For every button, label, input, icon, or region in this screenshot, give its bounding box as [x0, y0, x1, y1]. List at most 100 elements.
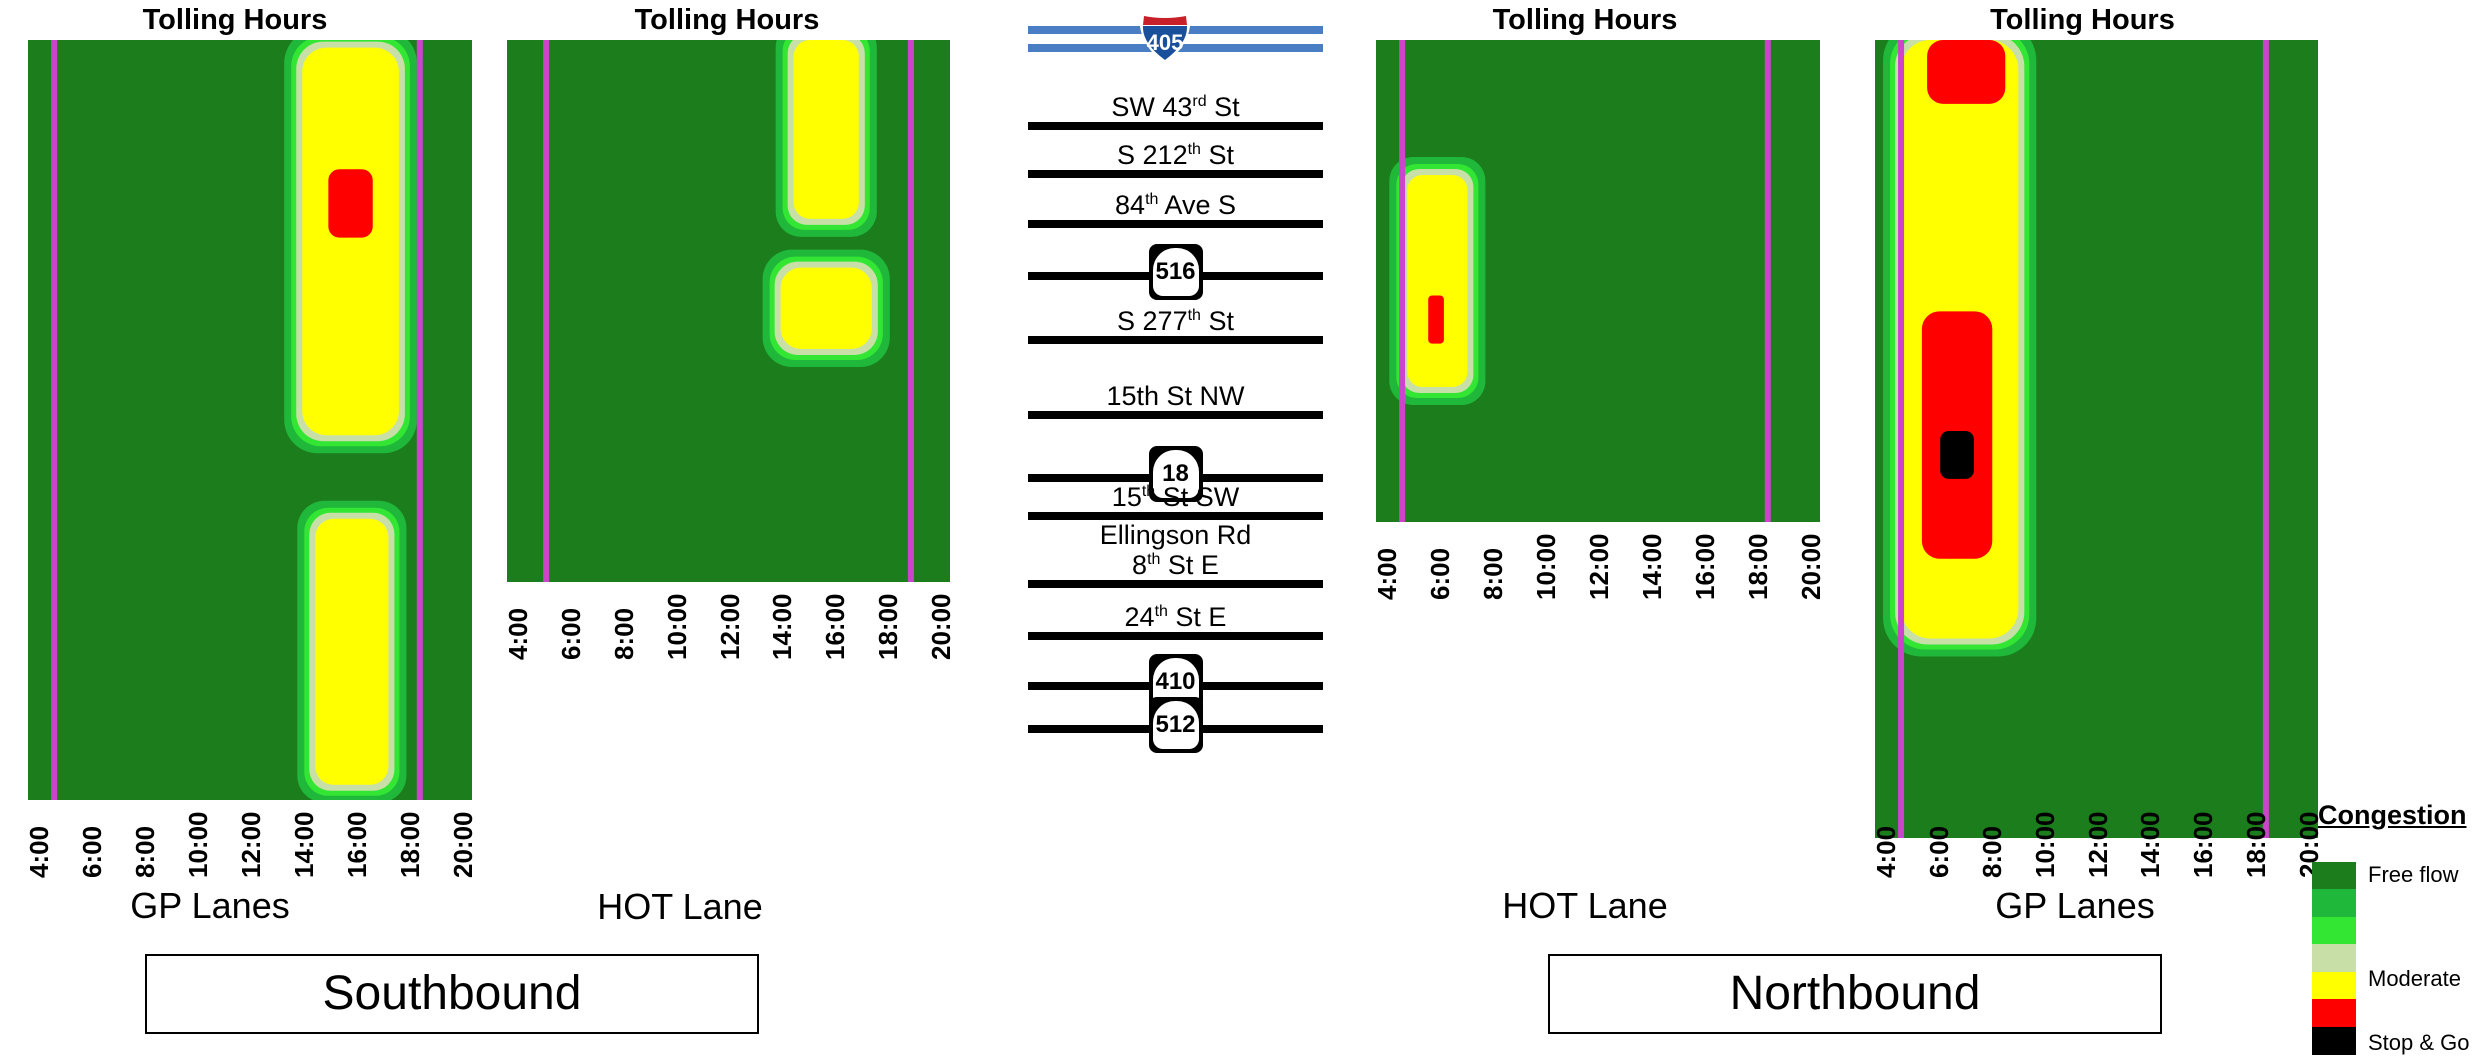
- sb_hot-region-1-layer-3: [780, 267, 872, 349]
- nb_hot-tick-label: 10:00: [1531, 533, 1561, 601]
- sb_gp-region-3-layer-3: [315, 518, 389, 785]
- nb_hot-tick-label: 14:00: [1637, 533, 1667, 601]
- southbound-box: Southbound: [145, 954, 759, 1034]
- state-route-shield-icon: 512: [1148, 697, 1203, 753]
- road-line: [1028, 580, 1323, 588]
- nb_hot-svg: [1389, 40, 1771, 522]
- legend-color-bar: [2312, 862, 2356, 1055]
- legend-title: Congestion: [2318, 800, 2467, 830]
- legend-swatch: [2312, 971, 2356, 1000]
- nb_gp-tick-label: 8:00: [1976, 825, 2007, 878]
- road-line: [1028, 512, 1323, 520]
- sb-gp-x-ticks: 4:00 6:00 8:00 10:00 12:00 14:00 16:00 18:00 20:…: [24, 810, 478, 880]
- legend-swatch: [2312, 889, 2356, 918]
- nb_gp-tick-label: 18:00: [2241, 811, 2272, 879]
- nb_gp-tick-label: 4:00: [1871, 825, 1901, 878]
- nb_gp-tick-label: 16:00: [2188, 811, 2219, 879]
- nb_gp-tick-label: 10:00: [2029, 811, 2060, 879]
- road-name: 24th St E: [1124, 602, 1227, 632]
- legend-swatch: [2312, 944, 2356, 973]
- nb_gp-svg: [1883, 40, 2269, 838]
- sb_hot-tick-label: 6:00: [555, 607, 586, 660]
- nb_gp-tick-label: 6:00: [1923, 825, 1954, 878]
- sb_hot-region-0-layer-3: [793, 40, 859, 219]
- northbound-box: Northbound: [1548, 954, 2162, 1034]
- sb_gp-tick-label: 18:00: [395, 811, 425, 879]
- state-route-shield-icon: 516: [1148, 244, 1203, 300]
- sb_hot-tick-label: 10:00: [661, 593, 692, 661]
- nb-gp-x-ticks: 4:00 6:00 8:00 10:00 12:00 14:00 16:00 18:00 20:…: [1871, 810, 2324, 880]
- nb_gp-tolling-line-0: [1898, 40, 1905, 838]
- nb-hot-x-ticks: 4:00 6:00 8:00 10:00 12:00 14:00 16:00 18:00 20:…: [1372, 532, 1826, 602]
- sb_gp-tick-label: 16:00: [342, 811, 372, 879]
- sb-hot-heatmap: [507, 40, 950, 582]
- sb_hot-tick-label: 4:00: [503, 607, 533, 660]
- sb-hot-title: Tolling Hours: [634, 4, 820, 36]
- legend-label-moderate: Moderate: [2368, 966, 2461, 991]
- nb_hot-tick-label: 18:00: [1743, 533, 1773, 601]
- nb_gp-tolling-line-1: [2262, 40, 2269, 838]
- sb_hot-tolling-line-0: [543, 40, 550, 582]
- road-line: [1028, 632, 1323, 640]
- sb_gp-svg: [51, 40, 423, 800]
- nb_hot-tick-label: 4:00: [1372, 547, 1402, 600]
- nb_hot-tick-label: 8:00: [1478, 547, 1508, 600]
- sb_gp-region-0-layer-3: [302, 47, 399, 436]
- legend-label-free-flow: Free flow: [2368, 862, 2459, 887]
- legend-label-stop-and-go: Stop & Go: [2368, 1030, 2470, 1055]
- sb_gp-tick-label: 20:00: [448, 811, 478, 879]
- sb_gp-tick-label: 8:00: [130, 825, 160, 878]
- sb_gp-tolling-line-1: [416, 40, 423, 800]
- sb_hot-tick-label: 18:00: [873, 593, 904, 661]
- nb_hot-tick-label: 20:00: [1796, 533, 1826, 601]
- legend-swatch: [2312, 1026, 2356, 1055]
- legend-swatch: [2312, 999, 2356, 1028]
- nb-hot-heatmap: [1376, 40, 1820, 522]
- sb_hot-tick-label: 8:00: [608, 607, 639, 660]
- road-name: 8th St E: [1132, 550, 1219, 580]
- road-name: 15th St SW: [1111, 482, 1240, 512]
- nb-gp-heatmap: [1875, 40, 2318, 838]
- road-name: SW 43rd St: [1111, 92, 1240, 122]
- sb-gp-title: Tolling Hours: [142, 4, 328, 36]
- nb-gp-title: Tolling Hours: [1990, 4, 2175, 36]
- state-route-number: 516: [1152, 248, 1199, 296]
- sb_hot-tolling-line-1: [907, 40, 914, 582]
- road-name: 15th St NW: [1106, 381, 1245, 411]
- sb_hot-tick-label: 12:00: [714, 593, 745, 661]
- nb_hot-tolling-line-0: [1399, 40, 1406, 522]
- interstate-shield-icon: 405: [1137, 11, 1193, 65]
- nb_gp-region-1-layer-0: [1927, 40, 2006, 104]
- road-line: [1028, 220, 1323, 228]
- sb_gp-tick-label: 14:00: [289, 811, 319, 879]
- state-route-number: 512: [1152, 701, 1199, 749]
- interstate-shield-number: 405: [1147, 30, 1184, 55]
- sb_hot-tick-label: 20:00: [926, 593, 956, 661]
- nb-hot-lane-label: HOT Lane: [1502, 885, 1668, 926]
- nb_hot-tolling-line-1: [1764, 40, 1771, 522]
- sb_gp-tick-label: 10:00: [183, 811, 213, 879]
- sb_gp-tick-label: 4:00: [24, 825, 54, 878]
- road-line: [1028, 122, 1323, 130]
- nb_hot-tick-label: 12:00: [1584, 533, 1614, 601]
- nb_hot-region-1-layer-0: [1428, 295, 1444, 344]
- road-name: 84th Ave S: [1115, 190, 1236, 220]
- legend-swatch: [2312, 916, 2356, 945]
- sb-hot-x-ticks: 4:00 6:00 8:00 10:00 12:00 14:00 16:00 18:00 20:…: [503, 592, 956, 662]
- sb_hot-tick-label: 16:00: [820, 593, 851, 661]
- nb_hot-region-0-layer-3: [1407, 174, 1468, 388]
- nb_gp-tick-label: 12:00: [2082, 811, 2113, 879]
- nb_gp-region-3-layer-0: [1940, 431, 1975, 479]
- road-line: [1028, 336, 1323, 344]
- sb_gp-tick-label: 12:00: [236, 811, 266, 879]
- sb_hot-tick-label: 14:00: [767, 593, 798, 661]
- nb_hot-tick-label: 16:00: [1690, 533, 1720, 601]
- sb_gp-region-1-layer-0: [328, 169, 373, 238]
- road-line: [1028, 411, 1323, 419]
- nb_hot-tick-label: 6:00: [1425, 547, 1455, 600]
- sb_gp-tolling-line-0: [51, 40, 58, 800]
- state-route-number: 18: [1152, 450, 1199, 498]
- sb_gp-tick-label: 6:00: [77, 825, 107, 878]
- sb-gp-heatmap: [28, 40, 472, 800]
- road-line: [1028, 170, 1323, 178]
